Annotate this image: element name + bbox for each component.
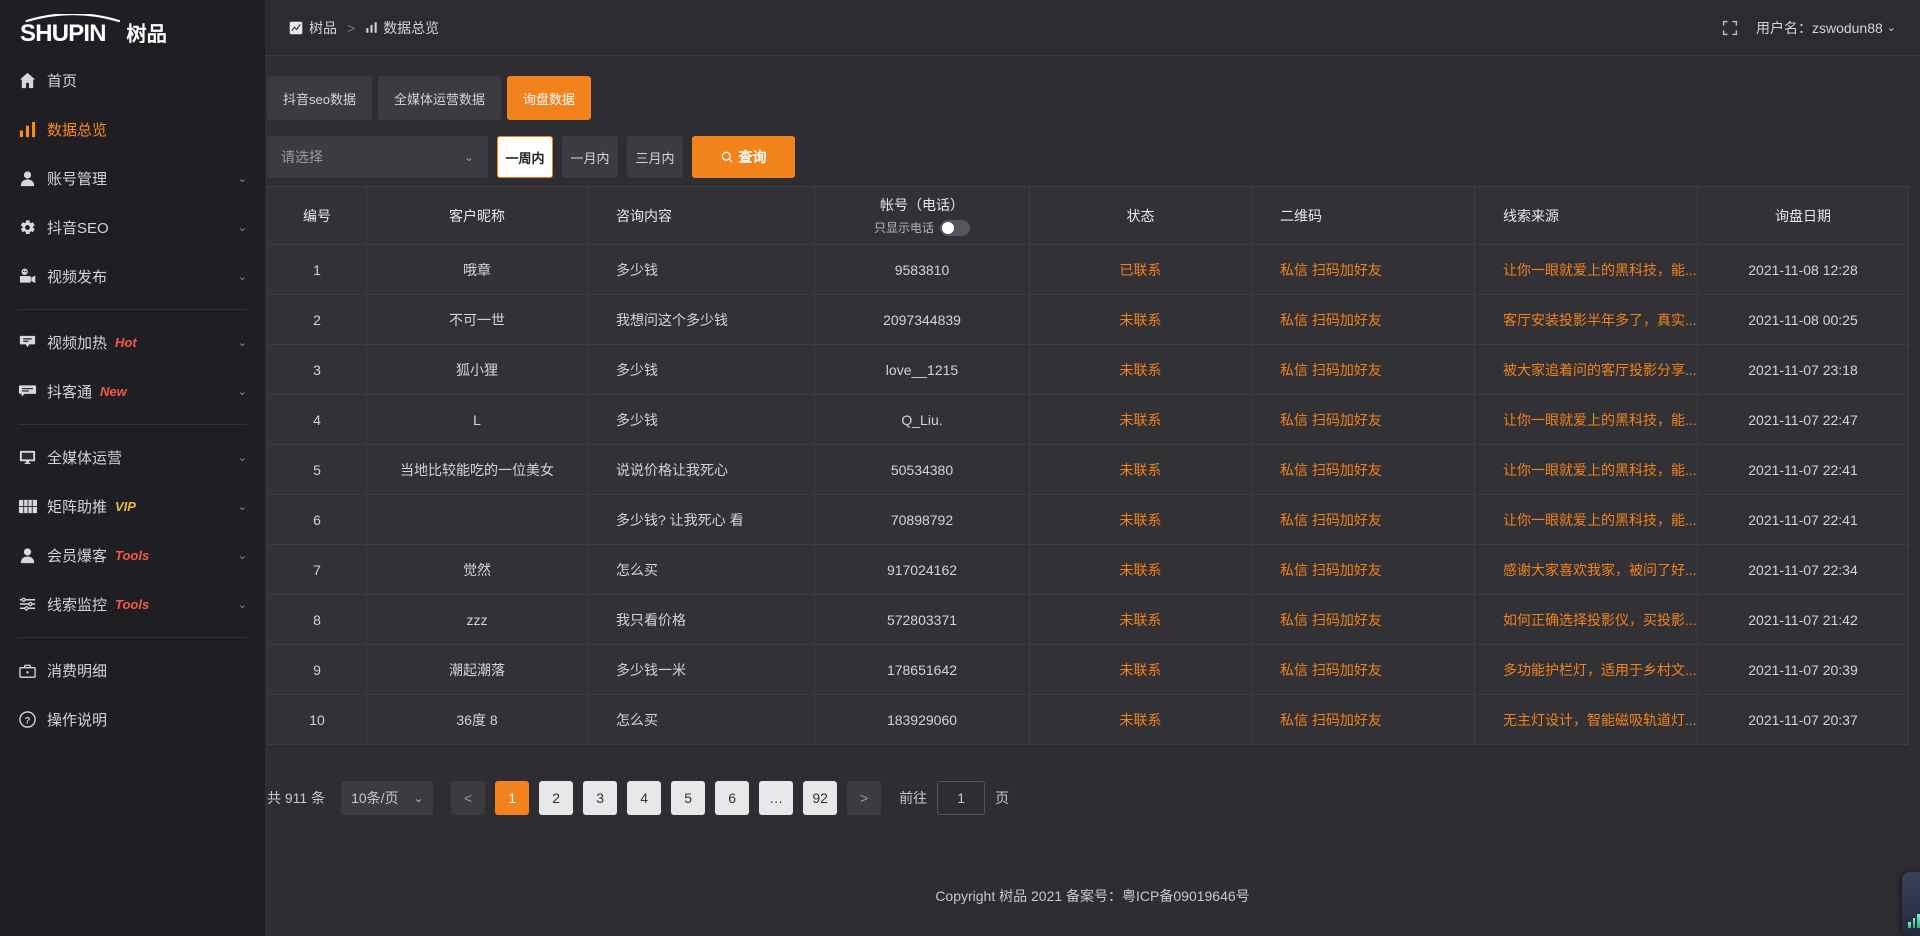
svg-text:?: ?	[25, 715, 31, 726]
svg-text:树品: 树品	[126, 21, 167, 42]
svg-text:SHUPIN: SHUPIN	[20, 19, 106, 42]
